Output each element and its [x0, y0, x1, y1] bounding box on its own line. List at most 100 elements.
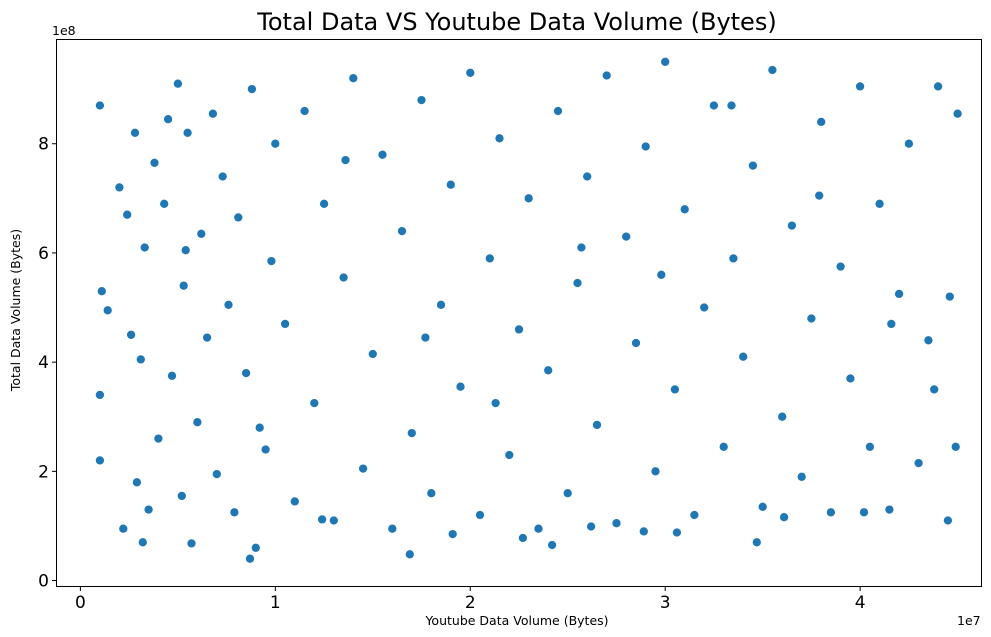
data-point [233, 212, 244, 223]
data-point [523, 193, 534, 204]
data-point [223, 299, 234, 310]
data-point [874, 198, 885, 209]
data-point [135, 354, 146, 365]
data-point [319, 198, 330, 209]
data-point [139, 242, 150, 253]
data-point [944, 291, 955, 302]
data-point [207, 108, 218, 119]
x-tick-label: 1 [270, 593, 281, 613]
data-point [94, 100, 105, 111]
data-point [572, 277, 583, 289]
data-point [728, 253, 739, 264]
data-point [118, 523, 129, 534]
data-point [317, 514, 328, 525]
data-point [582, 171, 593, 182]
data-point [211, 469, 222, 480]
data-point [864, 441, 875, 452]
data-point [621, 231, 632, 242]
data-point [387, 523, 398, 534]
data-point [250, 542, 261, 553]
data-point [474, 509, 486, 521]
y-offset-label: 1e8 [52, 23, 76, 38]
data-point [855, 81, 866, 92]
data-point [708, 100, 719, 111]
data-point [420, 332, 431, 343]
y-tick-label: 8 [38, 135, 49, 155]
data-point [513, 324, 525, 335]
data-point [757, 501, 768, 512]
data-point [129, 127, 141, 138]
data-point [131, 477, 142, 488]
data-point [348, 73, 359, 84]
data-point [718, 441, 729, 452]
data-point [767, 64, 778, 76]
data-point [650, 466, 661, 477]
data-point [377, 149, 388, 160]
data-point [942, 515, 953, 526]
data-point [178, 280, 189, 291]
data-point [96, 286, 107, 297]
data-point [166, 370, 178, 381]
data-point [806, 313, 817, 324]
data-point [445, 179, 456, 190]
data-point [328, 515, 339, 526]
data-point [455, 381, 466, 392]
data-point [244, 553, 256, 564]
data-point [933, 81, 944, 92]
data-point [671, 527, 682, 538]
data-point [751, 537, 762, 548]
data-point [669, 384, 680, 395]
data-point [816, 116, 827, 127]
data-point [143, 504, 154, 515]
data-point [289, 496, 300, 507]
data-point [340, 155, 351, 166]
data-point [779, 512, 790, 523]
y-tick-label: 2 [38, 462, 49, 482]
data-point [490, 398, 501, 409]
data-point [814, 190, 825, 201]
data-point [660, 56, 671, 67]
data-point [153, 433, 164, 444]
data-point [149, 157, 160, 168]
y-tick-label: 6 [38, 244, 49, 264]
data-point [777, 411, 788, 422]
data-point [182, 127, 193, 138]
data-point [699, 302, 710, 313]
data-point [404, 549, 415, 560]
data-point [640, 141, 651, 152]
data-point [591, 419, 603, 430]
data-point [435, 299, 447, 310]
data-point [738, 351, 749, 362]
data-point [543, 365, 554, 376]
data-point [929, 384, 940, 395]
data-point [903, 138, 914, 149]
x-tick-label: 3 [660, 593, 671, 613]
x-axis-label: Youtube Data Volume (Bytes) [424, 613, 608, 628]
data-point [825, 507, 836, 518]
data-point [504, 449, 515, 461]
data-point [484, 253, 495, 264]
data-point [137, 537, 148, 548]
data-point [601, 70, 612, 81]
data-point [552, 105, 564, 117]
data-point [246, 84, 257, 95]
data-point [689, 509, 700, 521]
data-point [163, 114, 174, 125]
data-point [858, 507, 870, 518]
data-point [176, 490, 187, 501]
data-point [192, 417, 203, 428]
data-point [358, 463, 369, 474]
data-point [638, 526, 649, 537]
data-point [266, 256, 277, 267]
data-point [229, 507, 240, 518]
data-point [186, 538, 197, 549]
data-point [894, 288, 905, 299]
data-point [950, 441, 961, 452]
x-offset-label: 1e7 [957, 613, 981, 628]
data-point [396, 226, 408, 237]
data-point [886, 318, 897, 329]
x-tick-label: 0 [75, 593, 86, 613]
data-point [426, 488, 437, 499]
data-point [367, 348, 378, 360]
data-point [884, 504, 895, 515]
